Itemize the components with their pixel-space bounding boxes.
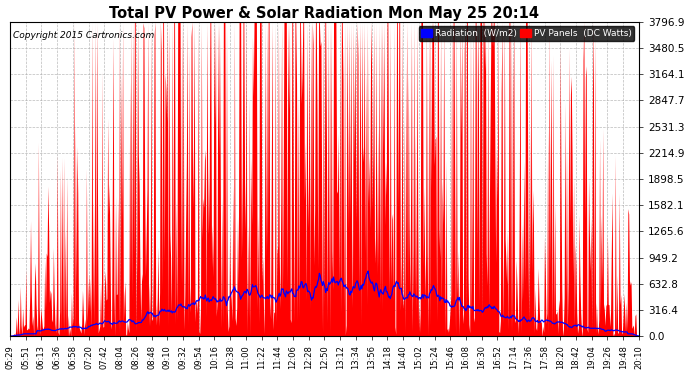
Text: Copyright 2015 Cartronics.com: Copyright 2015 Cartronics.com [13,31,155,40]
Legend: Radiation  (W/m2), PV Panels  (DC Watts): Radiation (W/m2), PV Panels (DC Watts) [419,26,634,40]
Title: Total PV Power & Solar Radiation Mon May 25 20:14: Total PV Power & Solar Radiation Mon May… [110,6,540,21]
